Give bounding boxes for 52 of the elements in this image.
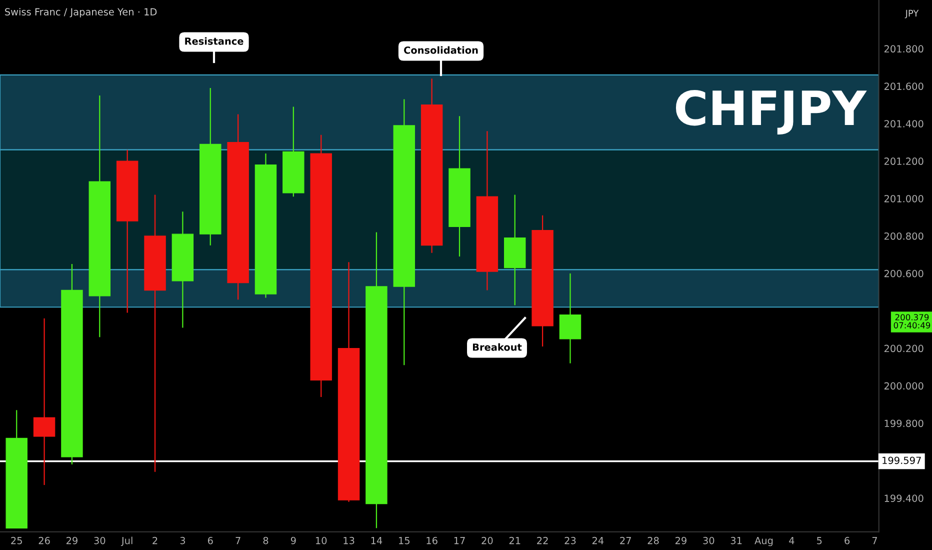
x-tick-label: 29 [66, 536, 78, 544]
x-tick-label: 4 [789, 537, 794, 544]
x-tick-label: 23 [564, 536, 576, 544]
x-tick-label: 29 [675, 536, 686, 544]
annotation: Breakout [472, 343, 522, 351]
y-tick-label: 201.200 [884, 158, 924, 165]
x-tick-label: 26 [38, 536, 50, 544]
x-tick-label: 5 [817, 537, 822, 544]
x-tick-label: 13 [344, 536, 354, 544]
y-tick-label: 201.800 [884, 45, 924, 53]
x-tick-label: 14 [371, 537, 382, 544]
x-tick-label: 6 [844, 536, 850, 544]
x-tick-label: 30 [94, 536, 106, 544]
x-tick-label: 27 [620, 536, 631, 544]
candlestick [33, 318, 56, 486]
x-tick-label: 30 [703, 536, 714, 544]
y-tick-label: 200.800 [884, 232, 924, 240]
annotation: Consolidation [404, 46, 478, 54]
x-tick-label: 31 [730, 536, 742, 544]
x-tick-label: 9 [290, 536, 296, 544]
x-tick-label: 10 [316, 536, 327, 544]
y-tick-label: 200.000 [884, 382, 924, 390]
x-tick-label: 8 [263, 536, 268, 544]
x-tick-label: 2 [152, 536, 158, 544]
y-tick-label: 200.600 [884, 270, 924, 278]
x-tick-label: 22 [537, 536, 548, 544]
x-tick-label: 3 [180, 536, 186, 544]
x-tick-label: 7 [236, 537, 240, 544]
y-tick-label: 201.000 [884, 194, 924, 202]
x-tick-label: 24 [592, 536, 604, 544]
x-tick-label: 15 [399, 537, 410, 544]
y-tick-label: 199.800 [884, 420, 924, 428]
annotation: Resistance [185, 37, 244, 45]
text: 200.379 07:40:49 [894, 314, 930, 328]
y-tick-label: 200.200 [884, 344, 924, 352]
x-tick-label: 7 [872, 537, 877, 544]
x-tick-label: 17 [454, 537, 465, 544]
x-tick-label: 21 [509, 536, 520, 544]
y-tick-label: 201.600 [884, 82, 924, 90]
x-tick-label: Jul [120, 536, 132, 546]
ref-line-label: 199.597 [882, 456, 921, 464]
x-tick-label: 6 [208, 536, 213, 544]
x-tick-label: 28 [648, 536, 659, 544]
x-tick-label: 20 [482, 536, 493, 544]
x-tick-label: 25 [11, 536, 22, 544]
x-tick-label: 16 [426, 536, 438, 544]
y-tick-label: 199.400 [884, 494, 924, 502]
text: JPY [904, 10, 919, 18]
text: Swiss Franc / Japanese Yen · 1D [5, 8, 157, 18]
y-tick-label: 201.400 [884, 120, 924, 128]
x-tick-label: Aug [754, 537, 773, 546]
annotation: CHFJPY [676, 90, 867, 134]
